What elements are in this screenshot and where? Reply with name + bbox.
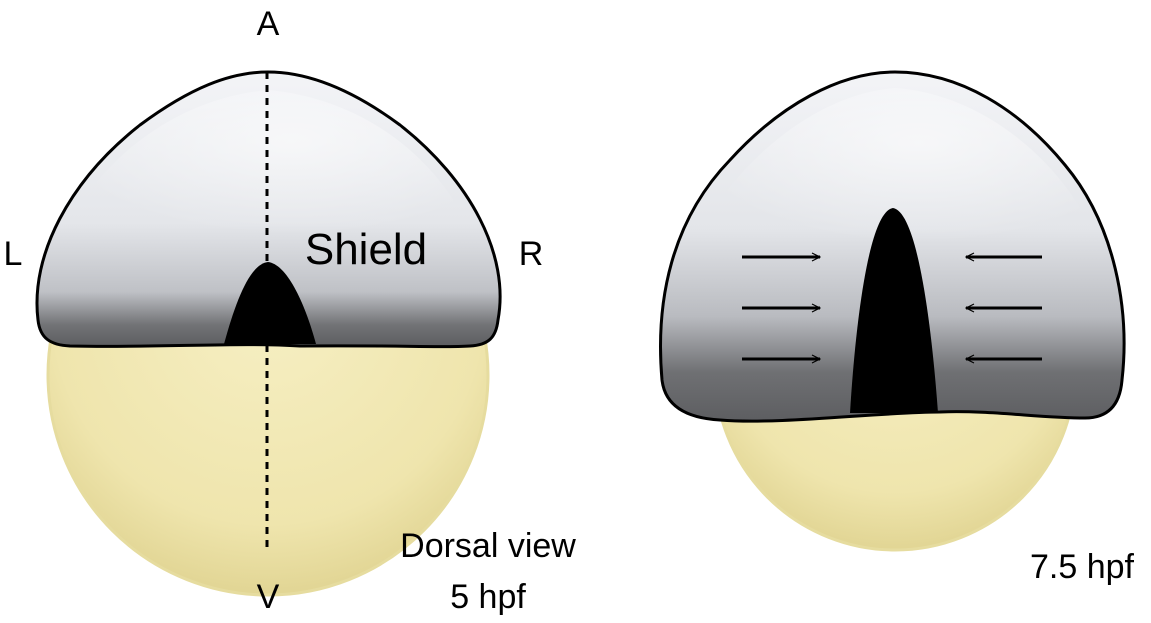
axis-label-right: R [519, 235, 544, 273]
caption-view: Dorsal view [400, 527, 576, 565]
axis-label-anterior: A [257, 5, 280, 43]
left-blastoderm-highlight [60, 90, 480, 260]
left-embryo [35, 70, 502, 597]
shield-label: Shield [305, 225, 427, 274]
convergence-arrows-right-side [966, 257, 1042, 359]
convergence-arrows-left-side [742, 257, 820, 359]
caption-stage-7-5hpf: 7.5 hpf [1030, 548, 1135, 586]
axis-label-ventral: V [257, 578, 280, 616]
shield-7-5hpf [850, 208, 938, 413]
right-blastoderm-highlight [690, 88, 1105, 270]
shield-5hpf [224, 262, 316, 344]
axis-label-left: L [4, 235, 23, 273]
caption-stage-5hpf: 5 hpf [450, 578, 526, 616]
right-embryo [659, 70, 1126, 552]
